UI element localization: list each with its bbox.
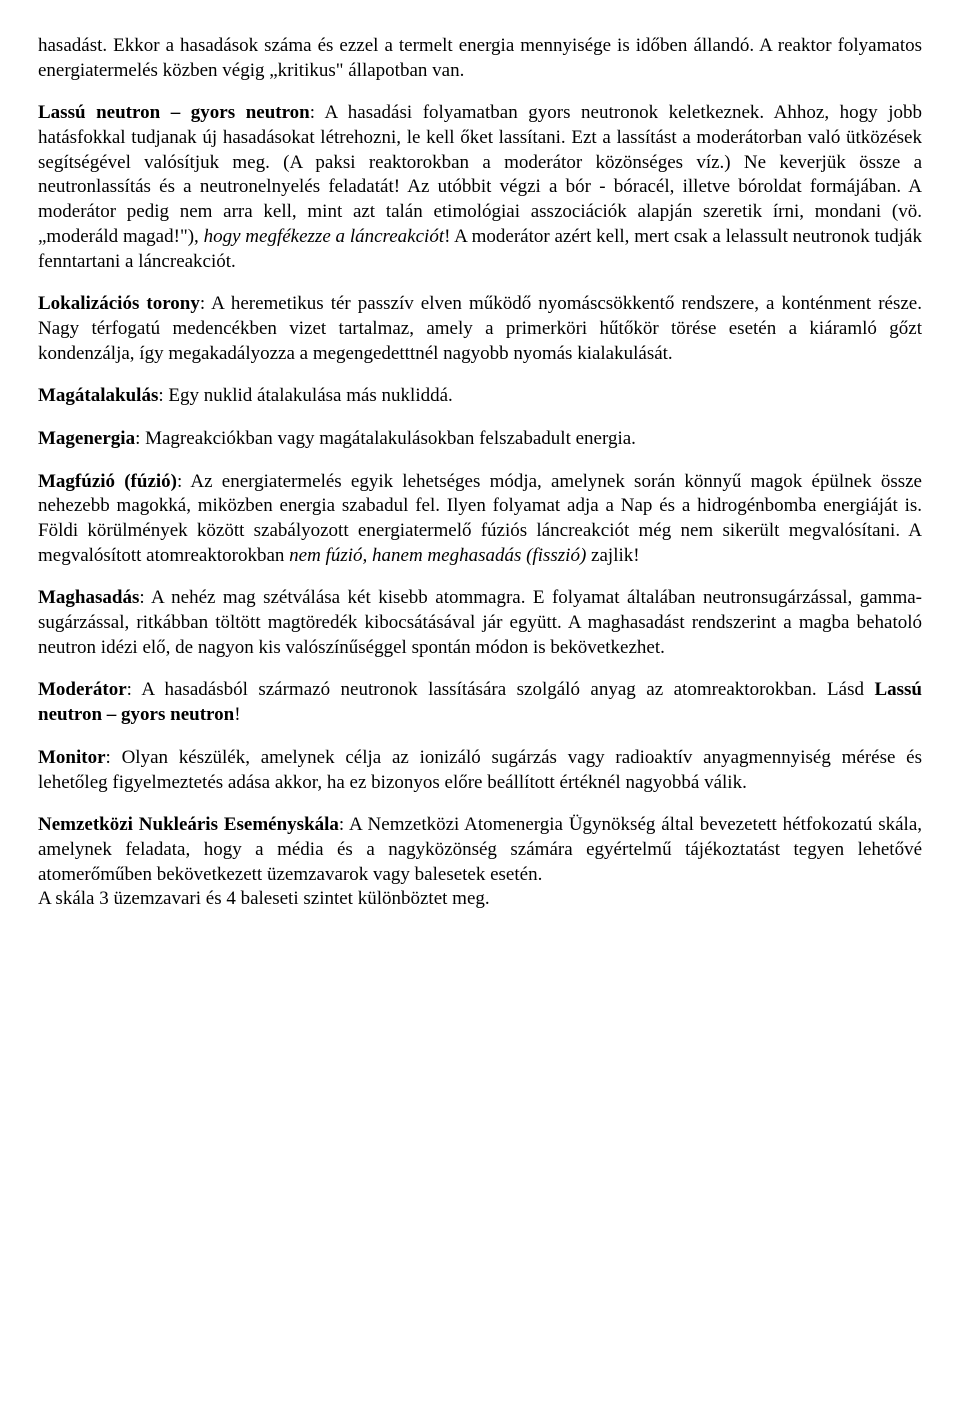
entry-lokalizacio: Lokalizációs torony: A heremetikus tér p… bbox=[38, 292, 922, 366]
entry-monitor: Monitor: Olyan készülék, amelynek célja … bbox=[38, 746, 922, 795]
entry-nemzetkozi: Nemzetközi Nukleáris Eseményskála: A Nem… bbox=[38, 813, 922, 912]
term-label: Magenergia bbox=[38, 428, 135, 449]
entry-body: : Olyan készülék, amelynek célja az ioni… bbox=[38, 747, 922, 793]
entry-magenergia: Magenergia: Magreakciókban vagy magátala… bbox=[38, 427, 922, 452]
term-label: Maghasadás bbox=[38, 587, 139, 608]
entry-body: zajlik! bbox=[586, 545, 639, 566]
entry-moderator: Moderátor: A hasadásból származó neutron… bbox=[38, 678, 922, 727]
entry-body: : A nehéz mag szétválása két kisebb atom… bbox=[38, 587, 922, 657]
term-label: Magfúzió (fúzió) bbox=[38, 471, 177, 492]
term-label: Lassú neutron – gyors neutron bbox=[38, 102, 310, 123]
entry-body: ! bbox=[234, 704, 240, 725]
term-label: Moderátor bbox=[38, 679, 127, 700]
term-label: Magátalakulás bbox=[38, 385, 158, 406]
italic-phrase: hogy megfékezze a láncreakciót bbox=[204, 226, 445, 247]
term-label: Monitor bbox=[38, 747, 106, 768]
entry-body: : A hasadásból származó neutronok lassít… bbox=[127, 679, 875, 700]
term-label: Lokalizációs torony bbox=[38, 293, 200, 314]
entry-body: : Egy nuklid átalakulása más nukliddá. bbox=[158, 385, 452, 406]
paragraph-fragment: hasadást. Ekkor a hasadások száma és ezz… bbox=[38, 34, 922, 83]
entry-maghasadas: Maghasadás: A nehéz mag szétválása két k… bbox=[38, 586, 922, 660]
term-label: Nemzetközi Nukleáris Eseményskála bbox=[38, 814, 339, 835]
entry-lassu-neutron: Lassú neutron – gyors neutron: A hasadás… bbox=[38, 101, 922, 274]
entry-magatalakulas: Magátalakulás: Egy nuklid átalakulása má… bbox=[38, 384, 922, 409]
italic-phrase: nem fúzió, hanem meghasadás (fisszió) bbox=[289, 545, 586, 566]
entry-body-line2: A skála 3 üzemzavari és 4 baleseti szint… bbox=[38, 888, 490, 909]
entry-body: : Magreakciókban vagy magátalakulásokban… bbox=[135, 428, 636, 449]
entry-magfuzio: Magfúzió (fúzió): Az energiatermelés egy… bbox=[38, 470, 922, 569]
